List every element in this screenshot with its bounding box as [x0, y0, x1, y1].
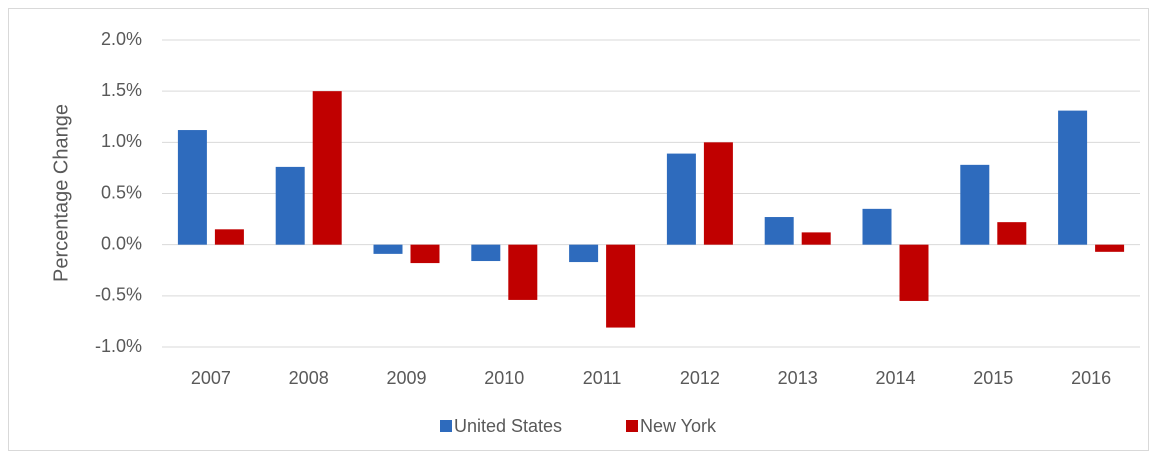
x-tick-label: 2014	[875, 368, 915, 388]
bar	[177, 130, 207, 245]
y-axis-label: Percentage Change	[50, 104, 72, 282]
y-tick-label: 1.5%	[101, 80, 142, 100]
bar	[960, 164, 990, 245]
bar	[703, 142, 733, 245]
bar	[312, 91, 342, 245]
bar	[899, 244, 929, 301]
x-tick-label: 2010	[484, 368, 524, 388]
x-tick-label: 2013	[778, 368, 818, 388]
bar	[275, 166, 305, 245]
bar	[569, 244, 599, 263]
y-tick-label: 1.0%	[101, 131, 142, 151]
x-tick-label: 2012	[680, 368, 720, 388]
x-tick-label: 2015	[973, 368, 1013, 388]
legend-swatch	[626, 420, 638, 432]
y-tick-label: 0.0%	[101, 233, 142, 253]
bar	[1058, 110, 1088, 245]
bar	[764, 217, 794, 245]
bar	[1095, 244, 1125, 252]
x-tick-label: 2007	[191, 368, 231, 388]
legend-label: United States	[454, 416, 562, 436]
y-tick-label: 2.0%	[101, 29, 142, 49]
bar	[214, 229, 244, 245]
x-tick-label: 2009	[386, 368, 426, 388]
x-tick-label: 2011	[583, 368, 622, 388]
bar	[666, 153, 696, 245]
bar	[801, 232, 831, 245]
bar	[373, 244, 403, 254]
x-tick-label: 2016	[1071, 368, 1111, 388]
bar	[997, 222, 1027, 245]
y-tick-label: -0.5%	[95, 285, 142, 305]
legend-swatch	[440, 420, 452, 432]
bar	[471, 244, 501, 262]
bar	[862, 208, 892, 245]
legend-label: New York	[640, 416, 717, 436]
y-tick-label: -1.0%	[95, 336, 142, 356]
x-tick-label: 2008	[289, 368, 329, 388]
bar	[508, 244, 538, 300]
bar	[410, 244, 440, 264]
bar	[606, 244, 636, 328]
y-tick-label: 0.5%	[101, 182, 142, 202]
